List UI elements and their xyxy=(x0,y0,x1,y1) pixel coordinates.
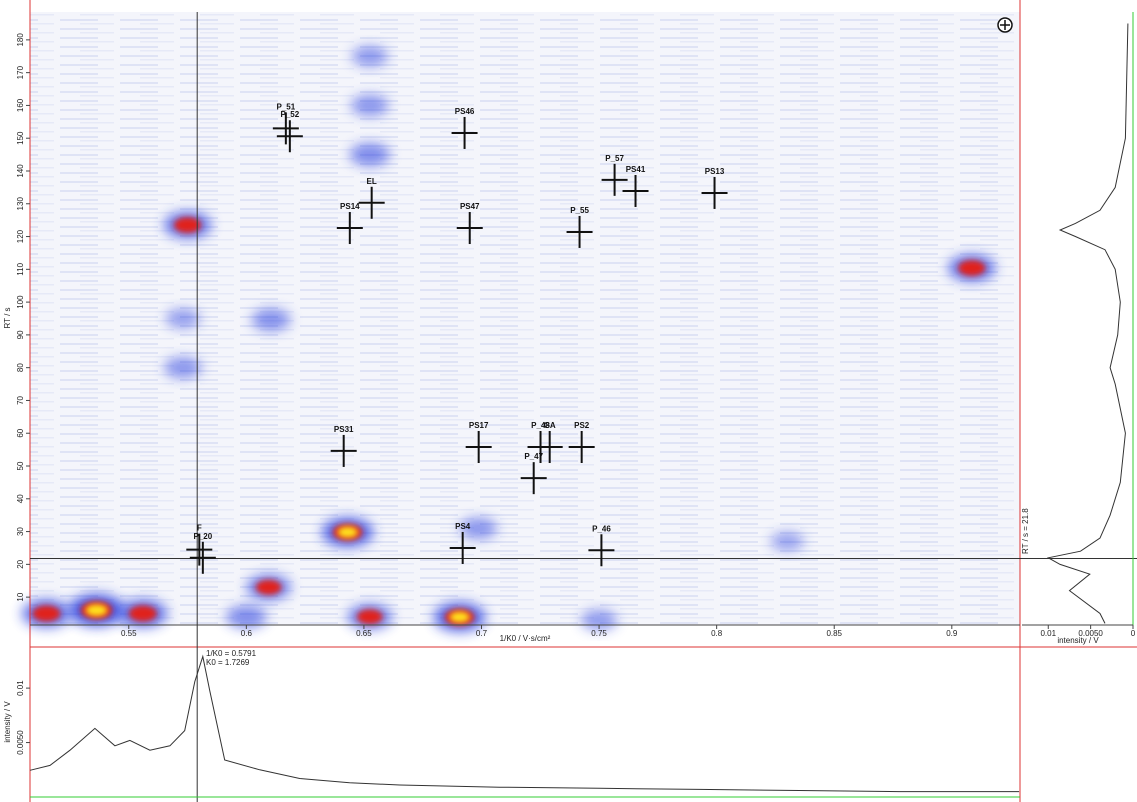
y-tick-label: 110 xyxy=(16,262,25,275)
y-tick-label: 50 xyxy=(16,461,25,470)
heat-spot xyxy=(459,517,498,540)
y-tick-label: 60 xyxy=(16,428,25,437)
marker-label: P_20 xyxy=(193,532,212,541)
marker-label: P_47 xyxy=(524,452,543,461)
x-tick-label: 0.01 xyxy=(1040,629,1056,638)
x-tick-label: 0.7 xyxy=(476,629,488,638)
x-tick-label: 0.6 xyxy=(241,629,253,638)
y-tick-label: 130 xyxy=(16,197,25,211)
x-tick-label: 0.75 xyxy=(591,629,607,638)
heat-spot xyxy=(349,142,391,167)
y-tick-label: 0.01 xyxy=(16,680,25,696)
heat-spot xyxy=(770,531,804,552)
heat-spot-peak xyxy=(449,611,470,623)
y-tick-label: 140 xyxy=(16,164,25,178)
y-tick-label: 40 xyxy=(16,494,25,503)
marker-label: P_55 xyxy=(570,206,589,215)
marker-label: P_46 xyxy=(592,524,611,533)
profile-line xyxy=(29,654,1020,793)
heat-spot xyxy=(163,356,202,379)
y-tick-label: 90 xyxy=(16,330,25,339)
marker-label: PS41 xyxy=(626,165,646,174)
marker-label: EL xyxy=(367,177,377,186)
heat-spot-peak xyxy=(337,526,358,538)
y-tick-label: 100 xyxy=(16,295,25,309)
y-tick-label: 10 xyxy=(16,592,25,601)
marker-label: PS14 xyxy=(340,202,360,211)
y-tick-label: 180 xyxy=(16,33,25,47)
heat-spot-core xyxy=(958,260,986,276)
annotation: 1/K0 = 0.5791 xyxy=(206,649,257,658)
heat-spot-peak xyxy=(85,604,108,617)
y-tick-label: 150 xyxy=(16,131,25,145)
y-tick-label: 70 xyxy=(16,395,25,404)
x-tick-label: 0.65 xyxy=(356,629,372,638)
y-tick-label: 80 xyxy=(16,363,25,372)
heat-spot xyxy=(165,308,201,329)
marker-label: PS13 xyxy=(705,167,725,176)
x-tick-label: 0 xyxy=(1131,629,1136,638)
x-axis-label: 1/K0 / V·s/cm² xyxy=(500,634,551,643)
heat-spot xyxy=(226,605,267,629)
marker-label: PS46 xyxy=(455,107,475,116)
profile-line xyxy=(1046,23,1129,624)
y-tick-label: 0.0050 xyxy=(16,730,25,755)
marker-label: P_48 xyxy=(531,421,550,430)
marker-label: P_51 xyxy=(277,102,296,111)
marker-label: F xyxy=(197,524,202,533)
x-axis-label: intensity / V xyxy=(1057,636,1099,645)
marker-label: P_52 xyxy=(281,110,300,119)
marker-label: P_57 xyxy=(605,154,624,163)
heat-spot xyxy=(251,308,291,332)
marker-label: GA xyxy=(544,421,556,430)
marker-label: PS2 xyxy=(574,421,590,430)
y-tick-label: 120 xyxy=(16,229,25,243)
y-axis-label: intensity / V xyxy=(3,701,12,743)
marker-label: PS31 xyxy=(334,425,354,434)
y-tick-label: 30 xyxy=(16,527,25,536)
heat-spot xyxy=(351,45,388,67)
y-tick-label: 160 xyxy=(16,98,25,112)
x-tick-label: 0.0050 xyxy=(1078,629,1103,638)
marker-label: PS4 xyxy=(455,522,471,531)
annotation: RT / s = 21.8 xyxy=(1021,508,1030,554)
y-tick-label: 170 xyxy=(16,65,25,79)
y-axis-label: RT / s xyxy=(3,307,12,328)
y-tick-label: 20 xyxy=(16,559,25,568)
x-tick-label: 0.9 xyxy=(946,629,958,638)
annotation: K0 = 1.7269 xyxy=(206,658,250,667)
heat-spot-core xyxy=(173,217,202,233)
zoom-icon[interactable] xyxy=(997,17,1013,33)
x-tick-label: 0.55 xyxy=(121,629,137,638)
heat-spot-core xyxy=(32,605,61,622)
heat-spot-core xyxy=(255,579,282,595)
marker-label: PS47 xyxy=(460,202,480,211)
marker-label: PS17 xyxy=(469,421,489,430)
heat-spot xyxy=(350,94,389,117)
x-tick-label: 0.85 xyxy=(826,629,842,638)
heat-spot-core xyxy=(356,609,383,625)
x-tick-label: 0.8 xyxy=(711,629,723,638)
heat-spot-core xyxy=(128,605,157,622)
